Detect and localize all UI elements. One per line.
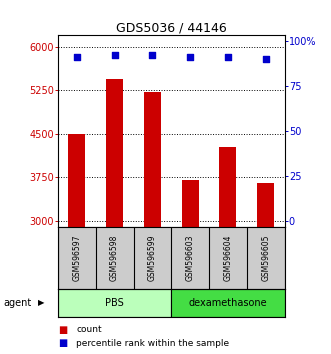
Text: PBS: PBS: [105, 298, 124, 308]
Bar: [171, 289, 285, 317]
Point: [74, 54, 79, 60]
Title: GDS5036 / 44146: GDS5036 / 44146: [116, 21, 227, 34]
Bar: [106, 79, 123, 227]
Text: GSM596605: GSM596605: [261, 234, 270, 281]
Text: agent: agent: [3, 298, 31, 308]
Point: [188, 54, 193, 60]
Point: [112, 52, 117, 58]
Bar: [58, 289, 171, 317]
Text: dexamethasone: dexamethasone: [189, 298, 267, 308]
Text: percentile rank within the sample: percentile rank within the sample: [76, 339, 229, 348]
Text: count: count: [76, 325, 102, 335]
Point: [150, 52, 155, 58]
Text: ■: ■: [58, 338, 67, 348]
Text: GSM596598: GSM596598: [110, 234, 119, 281]
Text: GSM596597: GSM596597: [72, 234, 81, 281]
Bar: [257, 183, 274, 227]
Point: [225, 54, 231, 60]
Text: ▶: ▶: [38, 298, 45, 307]
Bar: [219, 147, 236, 227]
Text: GSM596599: GSM596599: [148, 234, 157, 281]
Bar: [144, 92, 161, 227]
Bar: [68, 135, 85, 227]
Text: GSM596603: GSM596603: [186, 234, 195, 281]
Point: [263, 56, 268, 62]
Text: GSM596604: GSM596604: [223, 234, 232, 281]
Bar: [182, 180, 199, 227]
Text: ■: ■: [58, 325, 67, 335]
